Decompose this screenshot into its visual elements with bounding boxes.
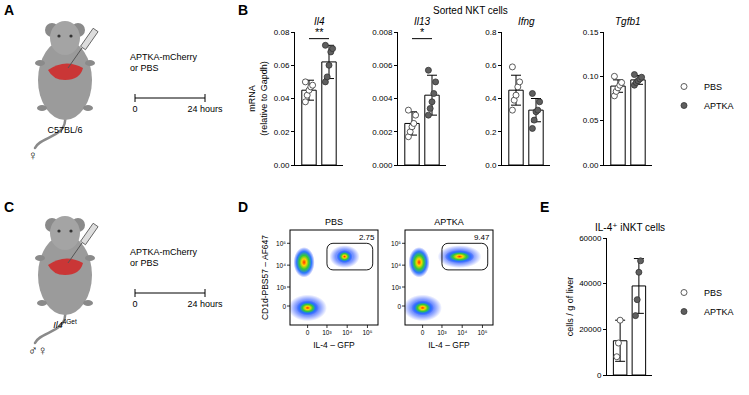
svg-text:B: B <box>238 2 248 18</box>
svg-text:0.15: 0.15 <box>583 28 599 37</box>
svg-text:10⁵: 10⁵ <box>391 240 401 247</box>
svg-text:0: 0 <box>597 371 602 380</box>
svg-text:0.2: 0.2 <box>485 128 497 137</box>
svg-text:10⁴: 10⁴ <box>457 329 467 336</box>
svg-text:♂♀: ♂♀ <box>28 343 48 358</box>
svg-text:IL-4⁺ iNKT cells: IL-4⁺ iNKT cells <box>595 222 665 233</box>
svg-text:APTKA: APTKA <box>434 217 464 227</box>
svg-text:E: E <box>540 199 549 215</box>
svg-text:IL-4 – GFP: IL-4 – GFP <box>428 340 470 350</box>
svg-text:or PBS: or PBS <box>130 258 159 268</box>
svg-text:0.06: 0.06 <box>274 61 290 70</box>
svg-text:Il44Get: Il44Get <box>53 318 77 330</box>
svg-text:24 hours: 24 hours <box>187 299 223 309</box>
svg-text:10³: 10³ <box>277 284 287 291</box>
svg-text:0: 0 <box>282 303 286 310</box>
svg-text:0.008: 0.008 <box>372 28 393 37</box>
svg-text:*: * <box>420 26 425 38</box>
svg-text:40000: 40000 <box>579 279 602 288</box>
svg-text:APTKA-mCherry: APTKA-mCherry <box>130 52 198 62</box>
svg-text:10³: 10³ <box>392 284 402 291</box>
svg-text:20000: 20000 <box>579 325 602 334</box>
svg-text:0.02: 0.02 <box>274 128 290 137</box>
svg-text:10⁵: 10⁵ <box>477 329 487 336</box>
svg-text:0: 0 <box>132 299 137 309</box>
svg-text:10⁵: 10⁵ <box>362 329 372 336</box>
svg-text:9.47: 9.47 <box>474 233 490 242</box>
svg-text:APTKA: APTKA <box>704 101 734 111</box>
svg-text:♀: ♀ <box>28 148 38 163</box>
svg-text:0.04: 0.04 <box>274 94 290 103</box>
svg-text:0.00: 0.00 <box>274 161 290 170</box>
svg-text:cells / g of liver: cells / g of liver <box>565 277 575 337</box>
svg-text:PBS: PBS <box>704 82 722 92</box>
svg-text:Tgfb1: Tgfb1 <box>615 16 641 27</box>
svg-text:IL-4 – GFP: IL-4 – GFP <box>313 340 355 350</box>
svg-text:10⁴: 10⁴ <box>276 262 286 269</box>
svg-text:**: ** <box>315 26 324 38</box>
svg-text:0: 0 <box>306 329 310 336</box>
svg-text:0: 0 <box>421 329 425 336</box>
svg-text:10³: 10³ <box>322 329 332 336</box>
svg-text:0.08: 0.08 <box>274 28 290 37</box>
svg-text:0.0: 0.0 <box>485 161 497 170</box>
svg-text:2.75: 2.75 <box>359 233 375 242</box>
svg-text:APTKA-mCherry: APTKA-mCherry <box>130 247 198 257</box>
svg-text:0.10: 0.10 <box>583 72 599 81</box>
svg-text:Il13: Il13 <box>414 16 431 27</box>
svg-text:0.6: 0.6 <box>485 61 497 70</box>
svg-text:Sorted NKT cells: Sorted NKT cells <box>433 5 508 16</box>
svg-text:0.00: 0.00 <box>583 161 599 170</box>
svg-text:0.000: 0.000 <box>372 161 393 170</box>
svg-text:24 hours: 24 hours <box>187 104 223 114</box>
svg-text:10³: 10³ <box>437 329 447 336</box>
svg-text:0.004: 0.004 <box>372 94 393 103</box>
svg-text:0.05: 0.05 <box>583 116 599 125</box>
svg-text:10⁵: 10⁵ <box>276 240 286 247</box>
svg-text:0: 0 <box>132 104 137 114</box>
svg-text:0: 0 <box>397 303 401 310</box>
svg-text:10⁴: 10⁴ <box>342 329 352 336</box>
svg-text:APTKA: APTKA <box>704 307 734 317</box>
svg-text:0.002: 0.002 <box>372 128 393 137</box>
svg-text:Ifng: Ifng <box>518 16 535 27</box>
svg-text:Il4: Il4 <box>314 16 325 27</box>
svg-text:PBS: PBS <box>704 288 722 298</box>
svg-text:or PBS: or PBS <box>130 63 159 73</box>
svg-text:D: D <box>238 199 248 215</box>
svg-text:mRNA(relative to Gapdh): mRNA(relative to Gapdh) <box>247 61 269 136</box>
svg-text:A: A <box>4 2 14 18</box>
svg-text:60000: 60000 <box>579 234 602 243</box>
svg-text:CD1d-PBS57 – AF647: CD1d-PBS57 – AF647 <box>260 235 270 320</box>
svg-text:0.4: 0.4 <box>485 94 497 103</box>
svg-text:0.006: 0.006 <box>372 61 393 70</box>
svg-text:10⁴: 10⁴ <box>391 262 401 269</box>
svg-text:C57BL/6: C57BL/6 <box>47 125 82 135</box>
svg-text:0.8: 0.8 <box>485 28 497 37</box>
svg-text:PBS: PBS <box>325 217 343 227</box>
svg-text:C: C <box>4 199 14 215</box>
